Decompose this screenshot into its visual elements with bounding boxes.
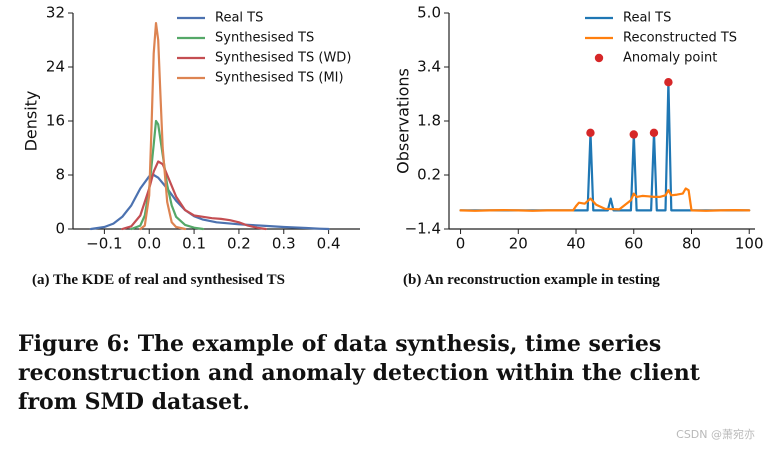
xtick-label-a-1: 0.0 <box>137 235 161 253</box>
xtick-label-a-4: 0.3 <box>272 235 296 253</box>
anomaly-point-1 <box>629 130 638 139</box>
series-b-reconstructed-ts <box>459 187 751 212</box>
figure-caption: Figure 6: The example of data synthesis,… <box>18 331 700 415</box>
ytick-label-a-3: 24 <box>46 58 65 76</box>
ytick-label-a-4: 32 <box>46 4 65 22</box>
anomaly-point-2 <box>649 128 659 138</box>
xtick-label-a-5: 0.4 <box>317 235 341 253</box>
ytick-label-a-2: 16 <box>46 112 65 130</box>
watermark: CSDN @萧宛亦 <box>676 428 755 441</box>
xtick-label-b-5: 100 <box>735 235 763 253</box>
xtick-label-a-0: −0.1 <box>86 235 122 253</box>
legend-a-label-0: Real TS <box>215 11 263 26</box>
ytick-label-b-0: −1.4 <box>405 220 441 238</box>
legend-b-label-1: Reconstructed TS <box>623 31 737 46</box>
series-a-real-ts <box>89 173 330 231</box>
xtick-label-b-0: 0 <box>456 235 466 253</box>
xtick-label-b-2: 40 <box>566 235 585 253</box>
xtick-label-b-3: 60 <box>624 235 643 253</box>
legend-b-marker-2 <box>594 53 604 63</box>
ytick-label-b-1: 0.2 <box>417 166 441 184</box>
legend-b-label-0: Real TS <box>623 11 671 26</box>
xtick-label-b-4: 80 <box>682 235 701 253</box>
subplot-b-caption: (b) An reconstruction example in testing <box>403 272 660 288</box>
anomaly-point-3 <box>664 77 673 87</box>
legend-a-label-1: Synthesised TS <box>215 31 314 46</box>
legend-b-label-2: Anomaly point <box>623 51 717 66</box>
subplot-a-caption: (a) The KDE of real and synthesised TS <box>32 272 285 288</box>
ylabel-a: Density <box>22 91 41 152</box>
xtick-label-b-1: 20 <box>509 235 528 253</box>
ytick-label-b-3: 3.4 <box>417 58 441 76</box>
series-a-synthesised-ts-mi <box>139 22 187 231</box>
series-b-real-ts <box>459 81 751 212</box>
ytick-label-a-0: 0 <box>55 220 65 238</box>
ytick-label-b-4: 5.0 <box>417 4 441 22</box>
ytick-label-a-1: 8 <box>55 166 65 184</box>
legend-a-label-2: Synthesised TS (WD) <box>215 51 351 66</box>
ylabel-b: Observations <box>394 68 413 174</box>
legend-a-label-3: Synthesised TS (MI) <box>215 71 344 86</box>
ytick-label-b-2: 1.8 <box>417 112 441 130</box>
anomaly-point-0 <box>586 128 595 138</box>
series-a-synthesised-ts <box>130 119 205 231</box>
xtick-label-a-3: 0.2 <box>227 235 251 253</box>
xtick-label-a-2: 0.1 <box>182 235 206 253</box>
